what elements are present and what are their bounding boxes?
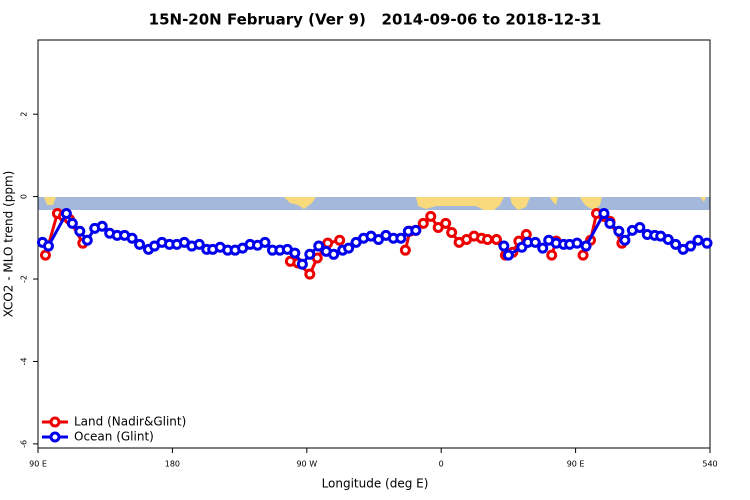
point (546, 249, 558, 261)
point (60, 208, 72, 220)
point (313, 240, 325, 252)
point (537, 242, 549, 254)
point (529, 236, 541, 248)
legend-label: Ocean (Glint) (74, 430, 154, 444)
point (334, 234, 346, 246)
point (580, 240, 592, 252)
legend-swatch-marker (49, 416, 61, 428)
point (571, 237, 583, 249)
legend-swatch-marker (49, 431, 61, 443)
land-mask-strip (38, 197, 710, 210)
y-tick-label: -4 (20, 357, 29, 365)
point (604, 217, 616, 229)
x-tick-label: 90 W (296, 460, 317, 469)
point (619, 234, 631, 246)
point (304, 248, 316, 260)
point (417, 217, 429, 229)
point (259, 236, 271, 248)
point (446, 226, 458, 238)
point (662, 233, 674, 245)
point (81, 234, 93, 246)
x-tick-label: 0 (439, 460, 444, 469)
point (126, 232, 138, 244)
point (134, 238, 146, 250)
point (692, 234, 704, 246)
point (66, 217, 78, 229)
point (598, 208, 610, 220)
y-tick-label: 2 (20, 112, 29, 117)
x-tick-label: 90 E (567, 460, 585, 469)
point (498, 240, 510, 252)
point (701, 237, 713, 249)
y-tick-label: 0 (20, 194, 29, 199)
legend-label: Land (Nadir&Glint) (74, 415, 186, 429)
point (296, 258, 308, 270)
point (74, 225, 86, 237)
x-axis-label: Longitude (deg E) (322, 477, 429, 491)
point (39, 249, 51, 261)
point (304, 268, 316, 280)
point (322, 237, 334, 249)
point (502, 249, 514, 261)
point (42, 240, 54, 252)
point (425, 210, 437, 222)
point (670, 238, 682, 250)
point (634, 222, 646, 234)
point (328, 248, 340, 260)
point (481, 233, 493, 245)
y-tick-label: -2 (20, 275, 29, 283)
point (343, 242, 355, 254)
point (685, 240, 697, 252)
x-tick-label: 90 E (29, 460, 47, 469)
y-axis-label: XCO2 - MLO trend (ppm) (2, 171, 16, 318)
x-tick-label: 540 (702, 460, 717, 469)
point (399, 244, 411, 256)
point (410, 224, 422, 236)
x-tick-label: 180 (165, 460, 180, 469)
point (440, 217, 452, 229)
point (613, 225, 625, 237)
point (193, 238, 205, 250)
point (577, 249, 589, 261)
point (395, 232, 407, 244)
point (490, 233, 502, 245)
point (96, 220, 108, 232)
chart-title: 15N-20N February (Ver 9) 2014-09-06 to 2… (149, 11, 602, 29)
y-tick-label: -6 (20, 440, 29, 448)
point (289, 247, 301, 259)
